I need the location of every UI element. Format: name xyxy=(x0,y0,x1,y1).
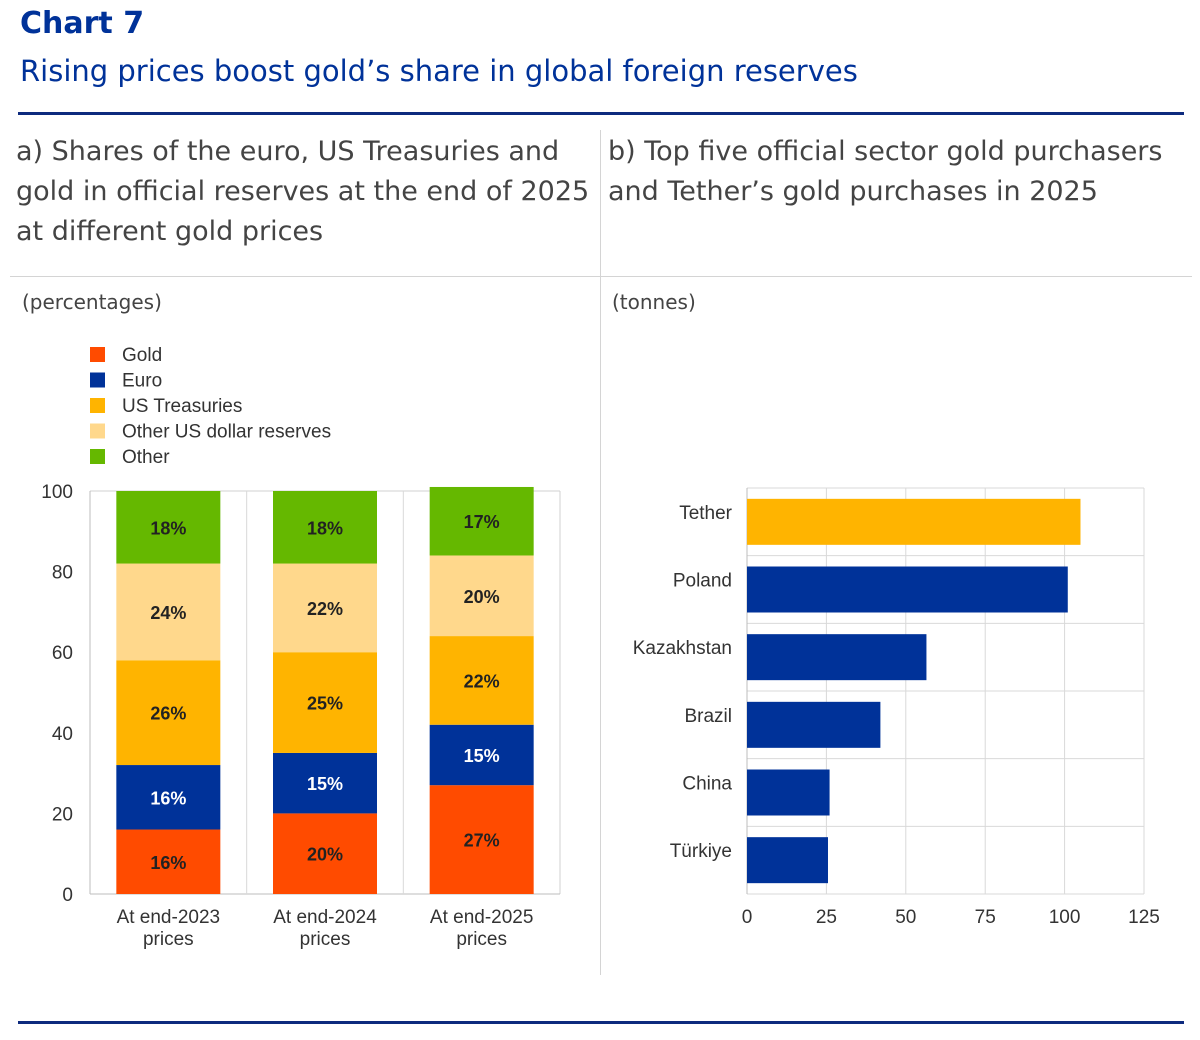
panel-b-horizontal-bar-chart: Tether Poland Kazakhstan Brazil China Türkiye… xyxy=(633,487,1160,928)
panel-a-unit: (percentages) xyxy=(22,290,162,314)
legend-swatch-other xyxy=(90,449,105,464)
panel-b-unit: (tonnes) xyxy=(612,290,696,314)
bar-segment-us-treasuries xyxy=(429,636,534,725)
legend-label-euro: Euro xyxy=(122,371,162,392)
data-label: 26% xyxy=(150,704,186,724)
data-label: 27% xyxy=(464,831,500,851)
x-tick-label: 25 xyxy=(816,907,837,928)
bottom-rule xyxy=(18,1021,1184,1024)
bar-tether xyxy=(747,498,1081,545)
data-label: 22% xyxy=(464,671,500,691)
panel-a-stacked-bar-chart: Gold Euro US Treasuries Other US dollar res… xyxy=(41,345,561,950)
bar-segment-gold xyxy=(116,829,221,894)
bar-segment-us-treasuries xyxy=(273,652,377,753)
category-label: Brazil xyxy=(684,706,732,727)
x-tick-label: prices xyxy=(143,929,194,950)
data-label: 22% xyxy=(307,599,343,619)
category-label: Tether xyxy=(679,503,732,524)
bar-segment-euro xyxy=(429,724,534,786)
x-tick-label: At end-2025 xyxy=(430,907,534,928)
data-label: 15% xyxy=(464,746,500,766)
panel-title-divider xyxy=(10,276,1192,277)
data-label: 20% xyxy=(464,587,500,607)
x-tick-label: 100 xyxy=(1049,907,1081,928)
data-label: 18% xyxy=(150,518,186,538)
panel-b-title-line-1: b) Top five official sector gold purchas… xyxy=(608,136,1163,167)
y-tick-label: 100 xyxy=(41,482,73,503)
data-label: 24% xyxy=(150,603,186,623)
data-label: 16% xyxy=(150,788,186,808)
bar-segment-euro xyxy=(273,752,377,814)
category-label: China xyxy=(682,774,732,795)
y-tick-label: 40 xyxy=(52,724,73,745)
x-tick-label: prices xyxy=(456,929,507,950)
panel-divider xyxy=(600,130,601,975)
panel-a-title-line-1: a) Shares of the euro, US Treasuries and xyxy=(16,136,560,167)
y-tick-label: 20 xyxy=(52,804,73,825)
panel-b-title: b) Top five official sector gold purchas… xyxy=(608,132,1162,212)
x-tick-label: 75 xyxy=(975,907,996,928)
legend-swatch-other-us-dollar-reserves xyxy=(90,423,105,439)
x-tick-label: 50 xyxy=(895,907,916,928)
bar-segment-other xyxy=(429,486,534,556)
title-rule xyxy=(18,112,1184,115)
y-tick-label: 60 xyxy=(52,643,73,664)
bar-segment-gold xyxy=(273,813,377,894)
panel-a-title-line-2: gold in official reserves at the end of … xyxy=(16,176,590,207)
bar-segment-gold xyxy=(429,785,534,894)
bar-poland xyxy=(747,566,1068,613)
chart-number: Chart 7 xyxy=(20,6,145,41)
x-tick-label: 0 xyxy=(742,907,753,928)
panel-a-title-line-3: at different gold prices xyxy=(16,216,324,247)
data-label: 16% xyxy=(150,853,186,873)
legend-label-other: Other xyxy=(122,447,170,468)
x-tick-label: 125 xyxy=(1128,907,1160,928)
bar-segment-other xyxy=(273,491,377,564)
category-label: Türkiye xyxy=(670,841,732,862)
bar-segment-other-us-dollar-reserves xyxy=(273,563,377,653)
bar-türkiye xyxy=(747,837,828,884)
bar-segment-other-us-dollar-reserves xyxy=(116,563,221,661)
panel-b-title-line-2: and Tether’s gold purchases in 2025 xyxy=(608,176,1098,207)
bar-china xyxy=(747,769,830,816)
bar-brazil xyxy=(747,701,881,748)
y-tick-label: 0 xyxy=(62,885,73,906)
category-label: Poland xyxy=(673,571,732,592)
bar-segment-other-us-dollar-reserves xyxy=(429,555,534,637)
data-label: 17% xyxy=(464,512,500,532)
data-label: 25% xyxy=(307,694,343,714)
data-label: 18% xyxy=(307,518,343,538)
bar-segment-euro xyxy=(116,765,221,830)
legend-label-us-treasuries: US Treasuries xyxy=(122,396,242,417)
x-tick-label: At end-2023 xyxy=(117,907,221,928)
bar-segment-other xyxy=(116,491,221,564)
legend-label-other-us-dollar-reserves: Other US dollar reserves xyxy=(122,422,331,443)
chart-title: Rising prices boost gold’s share in glob… xyxy=(20,54,858,88)
panel-a-title: a) Shares of the euro, US Treasuries and… xyxy=(16,132,589,252)
data-label: 20% xyxy=(307,845,343,865)
data-label: 15% xyxy=(307,774,343,794)
bar-kazakhstan xyxy=(747,634,927,681)
y-tick-label: 80 xyxy=(52,563,73,584)
x-tick-label: prices xyxy=(300,929,351,950)
x-tick-label: At end-2024 xyxy=(273,907,377,928)
legend-swatch-euro xyxy=(90,372,105,388)
legend-swatch-us-treasuries xyxy=(90,398,105,413)
legend-swatch-gold xyxy=(90,347,105,362)
legend-label-gold: Gold xyxy=(122,345,162,366)
category-label: Kazakhstan xyxy=(633,638,732,659)
bar-segment-us-treasuries xyxy=(116,660,221,766)
